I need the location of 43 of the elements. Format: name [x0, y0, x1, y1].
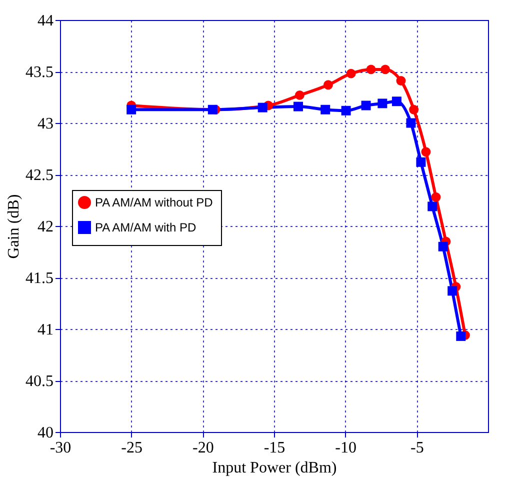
point — [409, 104, 419, 114]
point — [431, 192, 441, 202]
y-tick-label: 44 — [38, 12, 54, 30]
point — [361, 100, 371, 110]
point — [378, 98, 388, 108]
point — [396, 76, 406, 86]
y-tick-label: 43.5 — [26, 64, 54, 81]
point — [428, 202, 438, 212]
point — [392, 96, 402, 106]
point — [380, 64, 390, 74]
y-tick-label: 43 — [38, 116, 54, 132]
y-tick-label: 40.5 — [26, 373, 54, 390]
legend-label: PA AM/AM with PD — [95, 220, 196, 234]
legend-label: PA AM/AM without PD — [95, 196, 214, 210]
point — [294, 102, 303, 112]
x-tick-label: -5 — [410, 440, 424, 456]
y-axis-title: Gain (dB) — [6, 194, 22, 259]
y-tick-label: 42 — [38, 218, 54, 236]
point — [208, 104, 218, 114]
point — [416, 157, 426, 167]
x-tick-label: -15 — [264, 440, 286, 456]
y-tick-label: 40 — [38, 424, 54, 442]
point — [448, 286, 458, 296]
point — [346, 68, 356, 78]
point — [258, 102, 268, 112]
x-tick-label: -10 — [335, 440, 356, 456]
point — [406, 118, 416, 128]
y-tick-label: 41 — [38, 322, 54, 338]
x-axis-title: Input Power (dBm) — [212, 460, 337, 476]
y-tick-label: 41.5 — [26, 270, 54, 287]
point — [438, 242, 448, 252]
point — [126, 104, 136, 114]
y-tick-label: 42.5 — [26, 167, 54, 184]
x-tick-label: -25 — [121, 440, 142, 456]
x-tick-label: -20 — [192, 440, 214, 456]
point — [294, 90, 304, 100]
point — [341, 106, 351, 116]
point — [421, 147, 431, 157]
point — [323, 80, 333, 90]
point — [320, 104, 330, 114]
x-tick-label: -30 — [50, 440, 72, 456]
point — [366, 64, 376, 74]
point — [456, 331, 466, 341]
